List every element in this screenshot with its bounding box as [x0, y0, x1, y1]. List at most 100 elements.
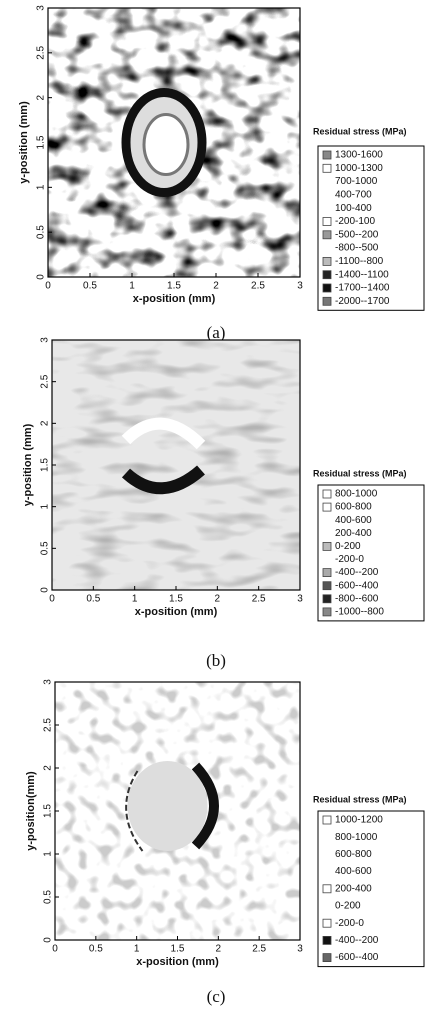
- caption: (b): [206, 651, 226, 670]
- x-tick-label: 0: [45, 281, 51, 292]
- legend-label: -1100--800: [335, 256, 384, 267]
- legend-label: 0-200: [335, 901, 361, 912]
- legend-label: -400--200: [335, 567, 379, 578]
- x-tick-label: 1.5: [169, 594, 183, 605]
- legend-label: 600-800: [335, 849, 372, 860]
- legend-label: 800-1000: [335, 489, 378, 500]
- legend-swatch: [322, 296, 332, 306]
- x-tick-label: 0.5: [89, 944, 103, 955]
- y-tick-label: 1.5: [36, 135, 47, 149]
- legend-swatch: [322, 884, 332, 894]
- legend-swatch: [322, 489, 332, 499]
- x-axis-label: x-position (mm): [135, 606, 218, 618]
- y-tick-label: 0.5: [40, 541, 51, 555]
- lower-arc: [121, 465, 205, 495]
- y-tick-label: 0: [40, 587, 51, 593]
- upper-arc: [121, 417, 206, 450]
- legend-swatch: [322, 256, 332, 266]
- x-tick-label: 1.5: [171, 944, 185, 955]
- legend-swatch: [322, 502, 332, 512]
- y-tick-label: 2: [43, 765, 54, 771]
- legend-label: -1700--1400: [335, 283, 390, 294]
- y-tick-label: 3: [40, 337, 51, 343]
- legend-swatch: [322, 542, 332, 551]
- y-axis-label: y-position (mm): [22, 423, 34, 506]
- x-axis-label: x-position (mm): [133, 293, 216, 305]
- legend-swatch: [322, 150, 332, 160]
- caption: (c): [207, 987, 226, 1006]
- legend-label: -2000--1700: [335, 296, 390, 307]
- y-tick-label: 2.5: [43, 718, 54, 732]
- legend-swatch: [322, 163, 332, 173]
- legend-box: [317, 810, 425, 968]
- legend-label: 1300-1600: [335, 150, 383, 161]
- legend-label: 700-1000: [335, 176, 378, 187]
- y-tick-label: 0: [43, 937, 54, 943]
- legend-label: -1400--1100: [335, 269, 389, 280]
- x-tick-label: 1: [132, 594, 138, 605]
- legend-swatch: [322, 594, 332, 604]
- legend-box: [317, 484, 425, 622]
- legend-label: -800--600: [335, 593, 379, 604]
- y-tick-label: 1: [36, 184, 47, 190]
- x-tick-label: 3: [297, 594, 303, 605]
- contour-texture: [52, 340, 300, 590]
- legend-swatch: [322, 953, 332, 962]
- legend-label: -800--500: [335, 243, 379, 254]
- x-tick-label: 2: [216, 944, 222, 955]
- y-tick-label: 2: [40, 420, 51, 426]
- x-tick-label: 2.5: [252, 594, 266, 605]
- thin-arc: [125, 770, 144, 852]
- x-tick-label: 0.5: [86, 594, 100, 605]
- y-axis-label: y-position (mm): [18, 101, 30, 184]
- y-tick-label: 1.5: [40, 458, 51, 472]
- legend-label: 800-1000: [335, 832, 378, 843]
- x-tick-label: 2: [215, 594, 221, 605]
- legend-label: 400-700: [335, 190, 372, 201]
- y-tick-label: 2: [36, 94, 47, 100]
- legend-label: -400--200: [335, 935, 379, 946]
- y-tick-label: 3: [43, 679, 54, 685]
- legend-swatch: [322, 815, 332, 825]
- y-axis-label: y-position(mm): [25, 771, 37, 851]
- defect-core: [142, 113, 190, 176]
- x-tick-label: 2: [213, 281, 219, 292]
- legend-title: Residual stress (MPa): [313, 126, 407, 136]
- legend-swatch: [322, 230, 332, 240]
- defect-zone: [127, 761, 208, 851]
- legend-title: Residual stress (MPa): [313, 468, 407, 478]
- legend-label: -200-0: [335, 554, 364, 565]
- legend-swatch: [322, 283, 332, 293]
- y-tick-label: 1: [43, 851, 54, 857]
- caption: (a): [207, 323, 226, 342]
- x-tick-label: 0.5: [83, 281, 97, 292]
- x-tick-label: 3: [297, 944, 303, 955]
- legend-swatch: [322, 936, 332, 945]
- y-tick-label: 0: [36, 274, 47, 280]
- x-tick-label: 0: [52, 944, 58, 955]
- legend-label: -200-100: [335, 216, 375, 227]
- x-axis-label: x-position (mm): [136, 956, 219, 968]
- y-tick-label: 0.5: [36, 225, 47, 239]
- legend-swatch: [322, 607, 332, 617]
- legend-swatch: [322, 581, 332, 591]
- legend-label: 100-400: [335, 203, 372, 214]
- legend-swatch: [322, 270, 332, 280]
- x-tick-label: 1: [134, 944, 140, 955]
- legend-label: -600--400: [335, 580, 379, 591]
- x-tick-label: 1: [129, 281, 135, 292]
- x-tick-label: 2.5: [251, 281, 265, 292]
- legend-label: 200-400: [335, 528, 372, 539]
- y-tick-label: 2.5: [36, 45, 47, 59]
- legend-label: 1000-1200: [335, 815, 383, 826]
- legend-box: [317, 145, 425, 311]
- y-tick-label: 2.5: [40, 374, 51, 388]
- legend-label: 200-400: [335, 883, 372, 894]
- legend-label: 400-600: [335, 515, 372, 526]
- x-tick-label: 3: [297, 281, 303, 292]
- y-tick-label: 1: [40, 503, 51, 509]
- y-tick-label: 1.5: [43, 804, 54, 818]
- legend-swatch: [322, 568, 332, 577]
- legend-label: 0-200: [335, 541, 361, 552]
